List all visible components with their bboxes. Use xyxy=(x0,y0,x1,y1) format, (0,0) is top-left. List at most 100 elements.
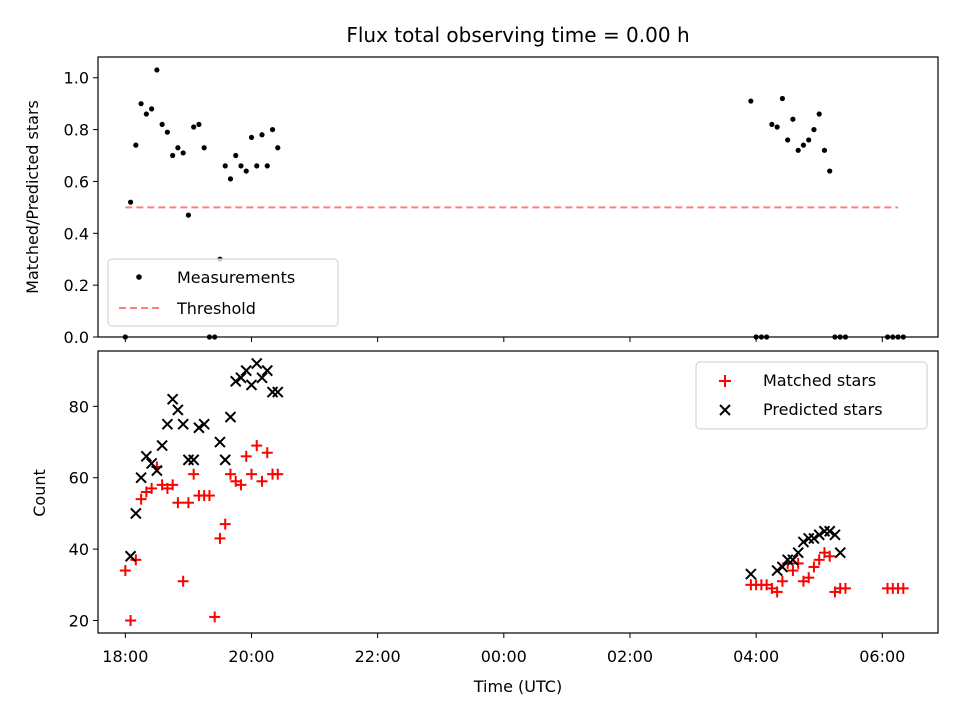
ratio-series xyxy=(122,67,906,340)
measurement-point xyxy=(259,132,265,138)
predicted-star-point xyxy=(172,404,184,416)
chart-title: Flux total observing time = 0.00 h xyxy=(346,23,689,47)
measurement-point xyxy=(185,212,192,218)
x-tick-label: 20:00 xyxy=(228,647,274,666)
matched-star-point xyxy=(240,450,252,462)
matched-star-point xyxy=(808,561,820,573)
count-x-axis-label: Time (UTC) xyxy=(473,677,562,696)
measurement-point xyxy=(154,67,160,73)
predicted-star-point xyxy=(797,536,810,548)
measurement-point xyxy=(821,147,828,153)
predicted-star-stroke xyxy=(172,404,184,416)
matched-star-point xyxy=(135,493,147,505)
predicted-star-stroke xyxy=(198,418,210,430)
measurement-point xyxy=(816,111,822,117)
matched-star-point xyxy=(839,582,851,594)
measurement-point xyxy=(753,334,759,340)
measurement-point xyxy=(800,142,807,148)
measurement-point xyxy=(254,163,260,169)
predicted-star-stroke xyxy=(256,372,268,384)
measurement-point xyxy=(890,334,896,340)
measurement-point xyxy=(827,168,833,174)
predicted-star-point xyxy=(140,450,153,463)
measurement-point xyxy=(785,137,791,143)
predicted-star-point xyxy=(745,568,757,580)
predicted-star-point xyxy=(771,564,783,577)
y-tick-label: 1.0 xyxy=(64,69,89,88)
matched-star-point xyxy=(167,479,179,491)
measurement-point xyxy=(243,168,249,174)
measurement-point xyxy=(748,98,754,104)
count-y-axis: 20 40 60 80 xyxy=(69,397,98,631)
predicted-star-stroke xyxy=(214,436,226,448)
predicted-star-point xyxy=(235,372,247,384)
measurement-point xyxy=(233,152,239,159)
measurement-point xyxy=(127,199,134,205)
predicted-star-stroke xyxy=(745,568,757,580)
predicted-star-stroke xyxy=(187,454,200,466)
predicted-star-point xyxy=(808,532,820,545)
measurement-point xyxy=(238,163,244,169)
measurement-point xyxy=(143,111,149,117)
predicted-star-stroke xyxy=(272,386,284,398)
legend-measurements-marker xyxy=(136,274,142,280)
predicted-star-stroke xyxy=(813,529,825,541)
matched-star-point xyxy=(261,447,273,459)
y-tick-label: 0.4 xyxy=(64,224,89,243)
measurement-point xyxy=(769,121,775,128)
measurement-point xyxy=(774,124,780,130)
measurement-point xyxy=(122,334,128,340)
measurement-point xyxy=(806,137,812,143)
ratio-legend: Measurements Threshold xyxy=(107,258,339,327)
matched-star-point xyxy=(203,490,215,502)
measurement-point xyxy=(212,334,218,340)
predicted-star-point xyxy=(135,472,147,484)
predicted-star-point xyxy=(214,436,226,448)
matched-star-point xyxy=(130,554,142,566)
y-tick-label: 20 xyxy=(69,612,89,631)
predicted-star-stroke xyxy=(829,529,841,541)
measurement-point xyxy=(191,124,197,130)
measurement-point xyxy=(811,126,817,133)
measurement-point xyxy=(175,145,181,151)
predicted-star-stroke xyxy=(261,364,273,377)
count-legend: Matched stars Predicted stars xyxy=(695,361,928,430)
matched-star-point xyxy=(172,497,184,509)
measurement-point xyxy=(164,129,170,135)
measurement-point xyxy=(206,334,213,340)
ratio-y-axis: 0.0 0.2 0.4 0.6 0.8 1.0 xyxy=(64,69,98,347)
predicted-star-point xyxy=(824,525,836,537)
x-tick-label: 04:00 xyxy=(733,647,779,666)
count-plot-frame xyxy=(97,350,939,634)
predicted-star-point xyxy=(787,554,799,566)
measurement-point xyxy=(269,126,276,133)
predicted-star-point xyxy=(156,439,168,452)
legend-matched-marker xyxy=(719,375,731,387)
predicted-star-point xyxy=(130,507,142,520)
x-tick-label: 18:00 xyxy=(102,647,148,666)
predicted-star-stroke xyxy=(166,393,179,405)
predicted-star-stroke xyxy=(219,454,231,466)
x-tick-label: 02:00 xyxy=(607,647,653,666)
measurement-point xyxy=(764,334,770,340)
y-tick-label: 80 xyxy=(69,397,89,416)
measurement-point xyxy=(196,121,202,128)
measurement-point xyxy=(149,106,155,112)
measurement-point xyxy=(790,116,796,122)
matched-star-point xyxy=(182,497,194,509)
x-tick-label: 06:00 xyxy=(859,647,905,666)
count-plot: 20 40 60 80 18:00 20:00 22:00 00:00 02:00 04:00 0… xyxy=(69,350,939,666)
matched-star-point xyxy=(771,586,783,598)
measurement-point xyxy=(895,334,901,340)
y-tick-label: 0.8 xyxy=(64,121,89,140)
measurement-point xyxy=(884,334,891,340)
predicted-star-point xyxy=(219,454,231,466)
legend-predicted-marker xyxy=(719,404,731,416)
predicted-star-point xyxy=(124,550,137,562)
measurement-point xyxy=(758,334,764,340)
ratio-legend-box xyxy=(107,258,339,327)
measurement-point xyxy=(133,142,139,148)
matched-star-point xyxy=(256,475,268,487)
predicted-star-stroke xyxy=(240,364,252,377)
legend-threshold-label: Threshold xyxy=(176,299,256,318)
